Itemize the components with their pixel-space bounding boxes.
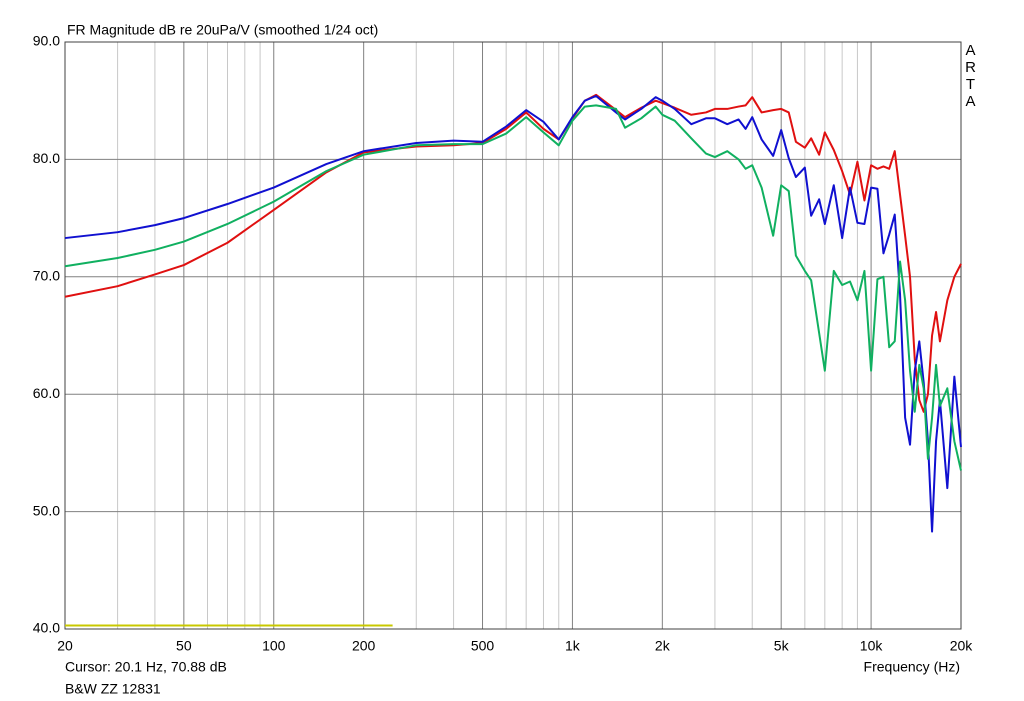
x-tick-label: 100	[262, 638, 286, 654]
x-tick-label: 200	[352, 638, 376, 654]
cursor-readout: Cursor: 20.1 Hz, 70.88 dB	[65, 659, 227, 675]
series-line	[64, 93, 962, 413]
x-axis-label: Frequency (Hz)	[864, 659, 960, 675]
x-tick-label: 20k	[950, 638, 974, 654]
y-tick-label: 90.0	[33, 33, 60, 49]
footer-label: B&W ZZ 12831	[65, 681, 161, 697]
x-tick-label: 500	[471, 638, 495, 654]
x-tick-label: 2k	[655, 638, 671, 654]
x-tick-label: 20	[57, 638, 73, 654]
y-tick-label: 60.0	[33, 385, 60, 401]
y-tick-label: 40.0	[33, 620, 60, 636]
x-tick-label: 10k	[860, 638, 884, 654]
series-line	[64, 104, 962, 471]
x-tick-label: 5k	[774, 638, 790, 654]
plot-frame	[64, 41, 962, 630]
x-tick-label: 1k	[565, 638, 581, 654]
chart-title: FR Magnitude dB re 20uPa/V (smoothed 1/2…	[67, 22, 378, 38]
y-tick-label: 70.0	[33, 268, 60, 284]
y-tick-label: 80.0	[33, 150, 60, 166]
x-tick-label: 50	[176, 638, 192, 654]
brand-label: ARTA	[962, 42, 979, 110]
y-tick-label: 50.0	[33, 502, 60, 518]
series-line	[64, 95, 962, 533]
